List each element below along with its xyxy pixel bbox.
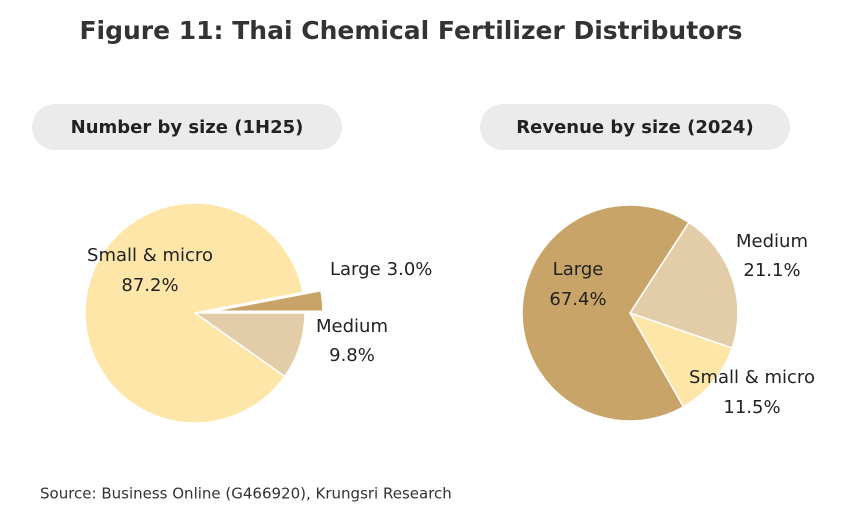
slice-value: 67.4% (549, 289, 606, 310)
slice-category: Small & micro (689, 367, 815, 388)
slice-category: Large (330, 259, 381, 280)
chart-title: Revenue by size (2024) (516, 117, 753, 138)
slice-category: Medium (736, 231, 808, 252)
chart-title: Number by size (1H25) (71, 117, 304, 138)
pie-slice (84, 202, 304, 424)
source: Source: Business Online (G466920), Krung… (40, 485, 452, 503)
pie-slice (521, 204, 690, 422)
subtitle-pill (32, 104, 342, 150)
slice-category: Medium (316, 316, 388, 337)
pie-slice (212, 289, 324, 313)
slice-value: 21.1% (743, 260, 800, 281)
slice-value: 11.5% (723, 397, 780, 418)
slice-value: 9.8% (329, 345, 375, 366)
figure-title: Figure 11: Thai Chemical Fertilizer Dist… (79, 16, 742, 45)
subtitle-pill (480, 104, 790, 150)
slice-value: 87.2% (121, 275, 178, 296)
pie-slice (628, 221, 739, 350)
pie-slice (628, 311, 734, 408)
slice-category: Large (553, 259, 604, 280)
slice-category: Small & micro (87, 245, 213, 266)
slice-value: 3.0% (387, 259, 433, 280)
slice-label: Large 3.0% (330, 259, 432, 280)
